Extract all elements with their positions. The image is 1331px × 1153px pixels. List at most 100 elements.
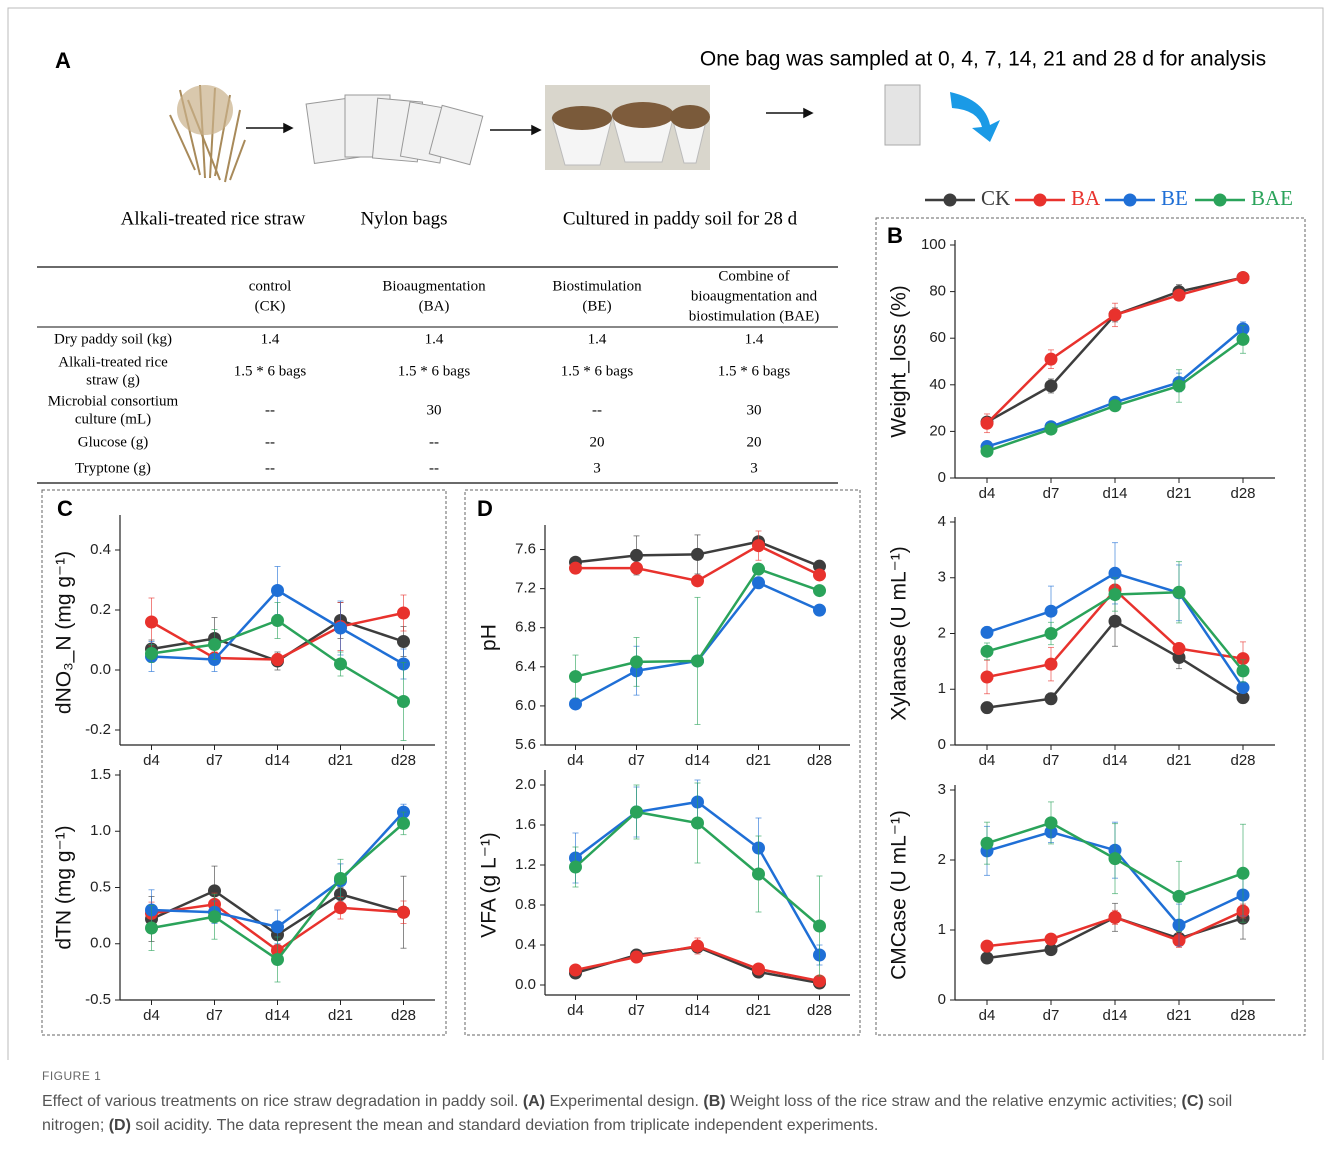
data-point	[271, 584, 284, 597]
caption-segment: Effect of various treatments on rice str…	[42, 1093, 523, 1110]
caption-panel-ref: (A)	[523, 1093, 545, 1110]
table-cell: 1.5 * 6 bags	[398, 363, 471, 379]
y-tick-label: 6.4	[515, 658, 536, 675]
data-point	[691, 574, 704, 587]
data-point	[981, 645, 994, 658]
data-point	[334, 872, 347, 885]
x-tick-label: d7	[1043, 752, 1060, 769]
data-point	[813, 920, 826, 933]
x-tick-label: d28	[391, 752, 416, 769]
step-label: Cultured in paddy soil for 28 d	[563, 208, 798, 229]
y-tick-label: 0.0	[515, 976, 536, 993]
x-tick-label: d28	[391, 1007, 416, 1024]
data-point	[1045, 692, 1058, 705]
data-point	[691, 817, 704, 830]
table-cell: 20	[590, 434, 605, 450]
x-tick-label: d14	[1102, 752, 1127, 769]
table-header: Biostimulation	[552, 278, 642, 294]
caption-panel-ref: (B)	[703, 1093, 725, 1110]
sampling-note: One bag was sampled at 0, 4, 7, 14, 21 a…	[700, 48, 1266, 71]
x-tick-label: d7	[206, 1007, 223, 1024]
data-point	[752, 563, 765, 576]
data-point	[1173, 289, 1186, 302]
x-tick-label: d4	[143, 752, 160, 769]
y-axis-label: dTN (mg g⁻¹)	[53, 825, 76, 949]
data-point	[813, 584, 826, 597]
table-cell: 1.4	[261, 331, 280, 347]
x-tick-label: d14	[685, 752, 710, 769]
data-point	[208, 638, 221, 651]
data-point	[334, 658, 347, 671]
table-cell: 1.4	[588, 331, 607, 347]
table-header: bioaugmentation and	[691, 288, 818, 304]
data-point	[1045, 933, 1058, 946]
x-tick-label: d4	[979, 752, 996, 769]
x-tick-label: d28	[1230, 485, 1255, 502]
data-point	[569, 861, 582, 874]
table-header: Combine of	[718, 268, 789, 284]
x-tick-label: d14	[265, 752, 290, 769]
y-tick-label: 1.5	[90, 766, 111, 783]
y-tick-label: -0.2	[85, 721, 111, 738]
y-tick-label: 0.0	[90, 935, 111, 952]
data-point	[1173, 379, 1186, 392]
row-label: Dry paddy soil (kg)	[54, 331, 172, 347]
x-tick-label: d14	[1102, 1007, 1127, 1024]
pots-picture	[545, 85, 710, 170]
data-point	[813, 604, 826, 617]
y-axis-label: Xylanase (U mL⁻¹)	[888, 546, 911, 720]
panel-box	[42, 490, 446, 1035]
table-cell: 3	[750, 460, 758, 476]
x-tick-label: d4	[567, 1002, 584, 1019]
data-point	[691, 548, 704, 561]
y-tick-label: 4	[938, 513, 946, 530]
y-tick-label: 80	[929, 283, 946, 300]
legend-label: BE	[1161, 186, 1188, 210]
data-point	[1045, 627, 1058, 640]
table-cell: 3	[593, 460, 601, 476]
y-tick-label: 6.0	[515, 697, 536, 714]
data-point	[1045, 353, 1058, 366]
data-point	[981, 445, 994, 458]
x-tick-label: d21	[328, 752, 353, 769]
y-tick-label: 7.2	[515, 580, 536, 597]
x-tick-label: d4	[567, 752, 584, 769]
data-point	[1045, 379, 1058, 392]
table-cell: 1.5 * 6 bags	[234, 363, 307, 379]
data-point	[1237, 333, 1250, 346]
data-point	[208, 910, 221, 923]
y-tick-label: 0	[938, 991, 946, 1008]
x-tick-label: d14	[1102, 485, 1127, 502]
y-tick-label: 2	[938, 624, 946, 641]
x-tick-label: d28	[1230, 1007, 1255, 1024]
panel-letter: D	[477, 496, 493, 521]
data-point	[1045, 816, 1058, 829]
data-point	[145, 647, 158, 660]
y-tick-label: 0.4	[515, 936, 536, 953]
figure-label: FIGURE 1	[42, 1064, 1292, 1088]
table-cell: 1.5 * 6 bags	[561, 363, 634, 379]
blue-arrow	[950, 92, 1000, 142]
data-point	[691, 654, 704, 667]
y-tick-label: 3	[938, 569, 946, 586]
data-point	[981, 417, 994, 430]
caption-panel-ref: (D)	[109, 1117, 131, 1134]
y-tick-label: 0.0	[90, 661, 111, 678]
data-point	[1173, 890, 1186, 903]
x-tick-label: d4	[979, 485, 996, 502]
data-point	[1045, 658, 1058, 671]
table-header: (BE)	[582, 298, 611, 314]
y-tick-label: 5.6	[515, 736, 536, 753]
table-cell: --	[592, 402, 602, 418]
y-axis-label: CMCase (U mL⁻¹)	[888, 810, 911, 980]
legend-marker	[1214, 194, 1227, 207]
legend-marker	[944, 194, 957, 207]
data-point	[271, 614, 284, 627]
y-tick-label: -0.5	[85, 991, 111, 1008]
y-axis-label: Weight_loss (%)	[888, 285, 911, 438]
data-point	[397, 906, 410, 919]
y-tick-label: 0	[938, 469, 946, 486]
bags-picture	[306, 95, 483, 165]
legend-label: BA	[1071, 186, 1101, 210]
table-cell: 30	[427, 402, 442, 418]
